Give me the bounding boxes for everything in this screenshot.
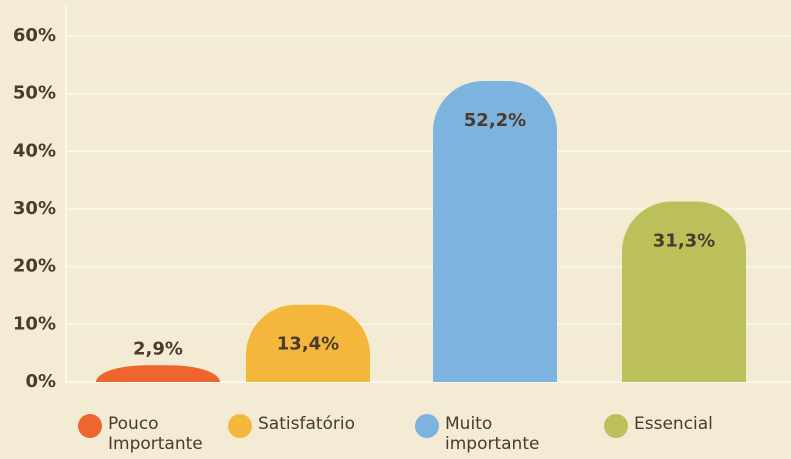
legend-label: Muito importante [445,414,540,454]
bar [95,365,220,382]
bar [622,201,746,382]
y-tick-label: 10% [13,313,56,334]
y-tick-label: 60% [13,25,56,46]
y-tick-label: 30% [13,198,56,219]
legend-swatch [415,414,439,438]
legend-label: Pouco Importante [108,414,203,454]
bar [433,80,557,383]
legend-swatch [78,414,102,438]
bar [246,304,370,382]
data-label: 52,2% [464,110,526,131]
legend-item: Muito importante [415,414,555,454]
y-tick-label: 50% [13,83,56,104]
legend-swatch [604,414,628,438]
y-tick-label: 40% [13,140,56,161]
legend-label: Satisfatório [258,414,356,434]
data-label: 31,3% [653,231,715,252]
data-label: 2,9% [133,338,183,359]
legend-swatch [228,414,252,438]
legend-item: Essencial [604,414,744,438]
legend-item: Pouco Importante [78,414,218,454]
y-tick-label: 0% [25,371,56,392]
y-tick-label: 20% [13,256,56,277]
legend-label: Essencial [634,414,713,434]
legend-item: Satisfatório [228,414,368,438]
data-label: 13,4% [277,334,339,355]
